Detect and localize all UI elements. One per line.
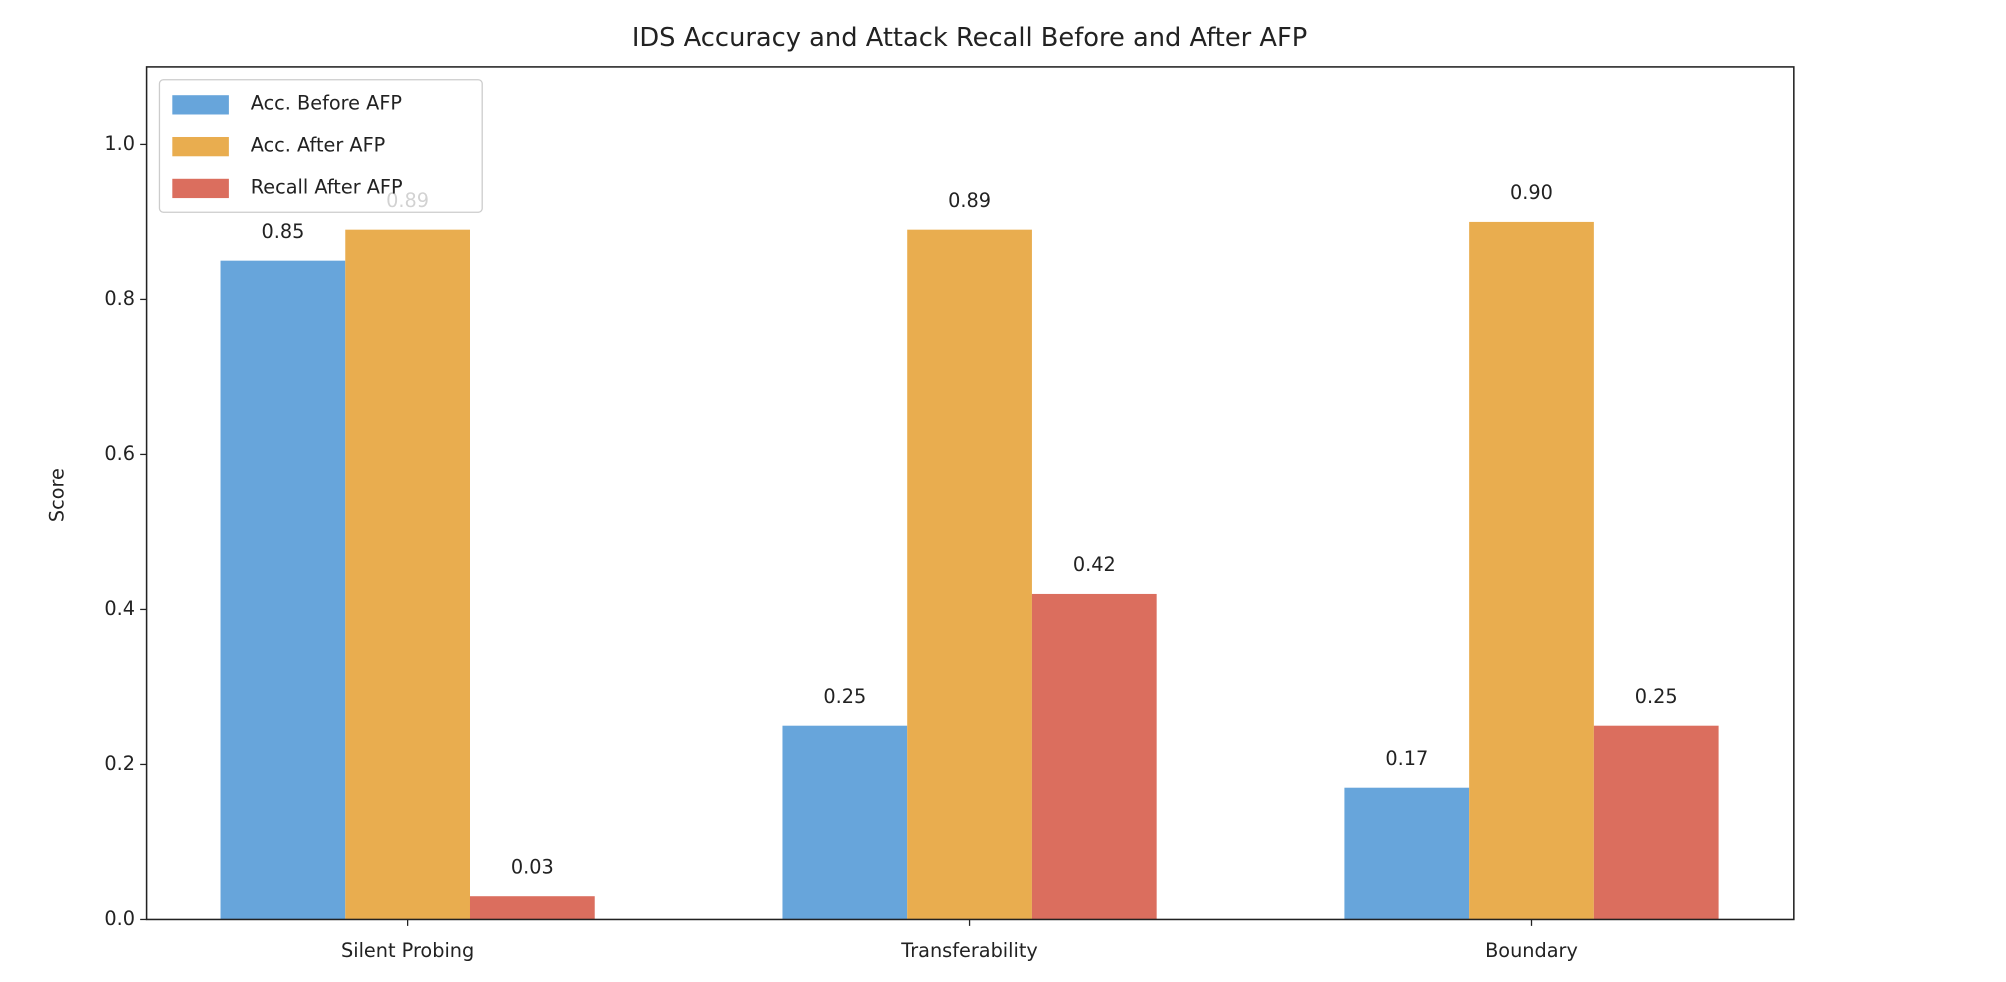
- x-tick-label: Silent Probing: [341, 939, 474, 962]
- value-label: 0.25: [1635, 685, 1678, 708]
- plot-frame: [145, 66, 1795, 921]
- y-tick-label: 0.8: [104, 287, 135, 310]
- legend-box: [158, 79, 483, 213]
- y-tick-label: 1.0: [104, 132, 135, 155]
- value-label: 0.85: [261, 220, 304, 243]
- y-tick-label: 0.6: [104, 442, 135, 465]
- chart-title: IDS Accuracy and Attack Recall Before an…: [632, 23, 1307, 53]
- y-tick-label: 0.2: [104, 752, 135, 775]
- bar: [1031, 593, 1157, 920]
- value-label: 0.17: [1385, 747, 1428, 770]
- y-axis-label: Score: [45, 468, 68, 522]
- value-label: 0.42: [1073, 553, 1116, 576]
- value-label: 0.03: [511, 855, 554, 878]
- legend-swatch: [172, 136, 229, 157]
- bar: [1593, 725, 1719, 920]
- bar: [907, 229, 1032, 920]
- value-label: 0.25: [823, 685, 866, 708]
- bar: [1469, 221, 1594, 920]
- value-label: 0.90: [1510, 181, 1553, 204]
- bar: [220, 260, 346, 920]
- legend-swatch: [172, 178, 229, 199]
- bar: [469, 896, 595, 920]
- value-label: 0.89: [948, 189, 991, 212]
- legend-label: Acc. Before AFP: [251, 92, 402, 115]
- legend-label: Acc. After AFP: [251, 133, 386, 156]
- y-tick-label: 0.4: [104, 597, 135, 620]
- y-tick-label: 0.0: [104, 907, 135, 930]
- x-tick-label: Boundary: [1485, 939, 1578, 962]
- bar: [1344, 787, 1470, 920]
- bar: [345, 229, 470, 920]
- legend-label: Recall After AFP: [251, 175, 403, 198]
- legend-swatch: [172, 95, 229, 115]
- x-tick-label: Transferability: [900, 939, 1038, 962]
- bar: [782, 725, 908, 920]
